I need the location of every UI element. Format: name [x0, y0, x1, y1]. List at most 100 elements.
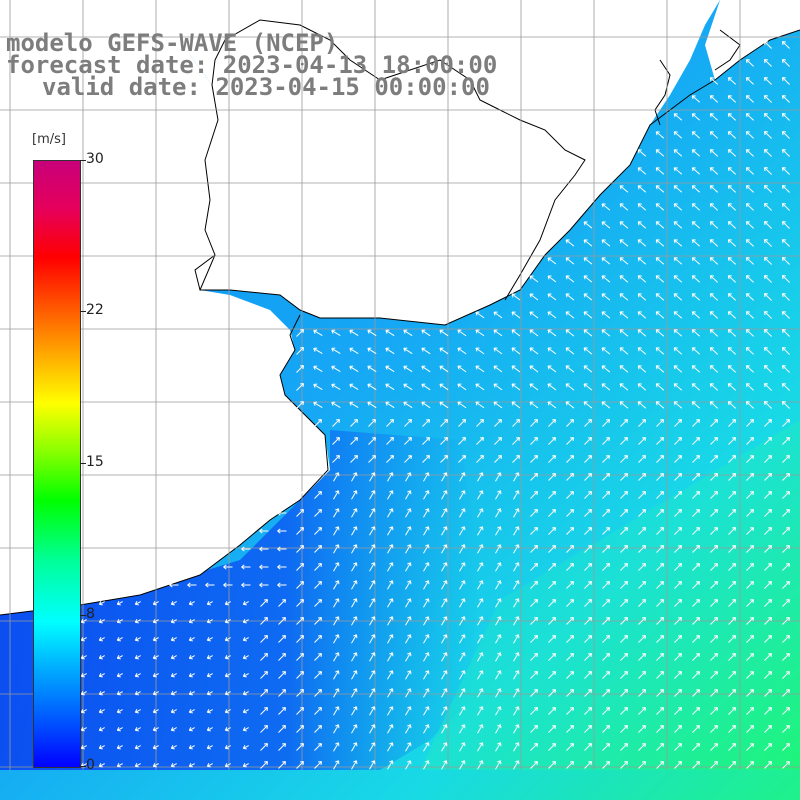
wind-arrow: [367, 329, 377, 337]
wind-arrow: [224, 636, 231, 642]
wind-arrow: [746, 635, 754, 643]
wind-arrow: [674, 419, 682, 427]
wind-arrow: [423, 580, 430, 590]
wind-arrow: [421, 383, 431, 391]
wind-arrow: [278, 671, 286, 679]
wind-arrow: [351, 598, 358, 608]
wind-arrow: [405, 760, 412, 770]
wind-arrow: [764, 617, 772, 625]
wind-arrow: [313, 383, 323, 391]
wind-arrow: [278, 725, 286, 733]
wind-arrow: [692, 509, 700, 517]
wind-arrow: [405, 526, 412, 536]
wind-arrow: [620, 437, 628, 445]
wind-arrow: [296, 743, 304, 751]
wind-arrow: [781, 185, 790, 193]
wind-arrow: [367, 383, 377, 391]
wind-arrow: [637, 257, 647, 265]
wind-arrow: [692, 563, 700, 571]
wind-arrow: [387, 724, 394, 734]
wind-arrow: [187, 582, 197, 588]
wind-arrow: [674, 545, 682, 553]
wind-arrow: [405, 508, 412, 518]
wind-arrow: [513, 580, 520, 590]
wind-arrow: [513, 742, 520, 752]
wind-arrow: [745, 149, 754, 157]
wind-arrow: [782, 455, 790, 463]
wind-arrow: [710, 455, 718, 463]
wind-arrow: [674, 689, 682, 697]
wind-arrow: [422, 455, 430, 463]
wind-arrow: [548, 455, 556, 463]
lagoon-outline-2: [714, 29, 741, 71]
wind-arrow: [548, 617, 556, 625]
wind-arrow: [709, 77, 719, 85]
wind-arrow: [351, 670, 358, 680]
wind-arrow: [745, 275, 754, 283]
wind-arrow: [782, 689, 790, 697]
wind-arrow: [423, 688, 430, 698]
wind-arrow: [313, 347, 323, 355]
wind-arrow: [296, 725, 304, 733]
wind-arrow: [296, 383, 304, 391]
wind-arrow: [782, 707, 790, 715]
wind-arrow: [674, 491, 682, 499]
wind-arrow: [710, 581, 718, 589]
wind-arrow: [259, 564, 269, 570]
wind-arrow: [727, 203, 737, 211]
wind-arrow: [152, 762, 159, 768]
wind-arrow: [314, 599, 322, 607]
wind-arrow: [134, 654, 141, 660]
colorbar-tick-mark: [80, 463, 86, 464]
wind-arrow: [459, 562, 466, 572]
wind-arrow: [260, 635, 268, 643]
wind-arrow: [369, 634, 376, 644]
wind-arrow: [423, 472, 430, 482]
wind-arrow: [637, 383, 647, 391]
wind-arrow: [746, 527, 754, 535]
wind-arrow: [583, 221, 593, 229]
wind-arrow: [495, 652, 502, 662]
wind-arrow: [188, 600, 195, 606]
wind-arrow: [602, 653, 610, 661]
wind-arrow: [439, 383, 449, 391]
wind-arrow: [224, 672, 231, 678]
wind-arrow: [710, 437, 718, 445]
wind-arrow: [441, 526, 448, 536]
wind-arrow: [656, 617, 664, 625]
wind-arrow: [314, 419, 322, 427]
wind-arrow: [441, 742, 448, 752]
wind-arrow: [459, 634, 466, 644]
wind-arrow: [781, 41, 790, 49]
wind-arrow: [584, 617, 592, 625]
wind-arrow: [441, 688, 448, 698]
wind-arrow: [602, 581, 610, 589]
wind-arrow: [583, 365, 593, 373]
wind-arrow: [405, 580, 412, 590]
wind-arrow: [692, 653, 700, 661]
wind-arrow: [457, 401, 467, 409]
wind-arrow: [763, 221, 772, 229]
wind-arrow: [441, 598, 448, 608]
wind-arrow: [350, 437, 358, 445]
wind-arrow: [529, 275, 539, 283]
wind-arrow: [351, 562, 358, 572]
wind-arrow: [547, 257, 557, 265]
wind-arrow: [637, 275, 647, 283]
wind-arrow: [763, 383, 772, 391]
wind-arrow: [746, 419, 754, 427]
wind-arrow: [656, 671, 664, 679]
wind-arrow: [764, 761, 772, 769]
wind-arrow: [477, 580, 484, 590]
wind-arrow: [369, 760, 376, 770]
wind-arrow: [423, 634, 430, 644]
wind-arrow: [746, 581, 754, 589]
wind-arrow: [620, 707, 628, 715]
wind-arrow: [333, 562, 340, 572]
wind-arrow: [764, 527, 772, 535]
wind-arrow: [709, 383, 719, 391]
wind-arrow: [512, 437, 520, 445]
wind-arrow: [727, 113, 737, 121]
wind-arrow: [477, 526, 484, 536]
wind-arrow: [746, 437, 754, 445]
